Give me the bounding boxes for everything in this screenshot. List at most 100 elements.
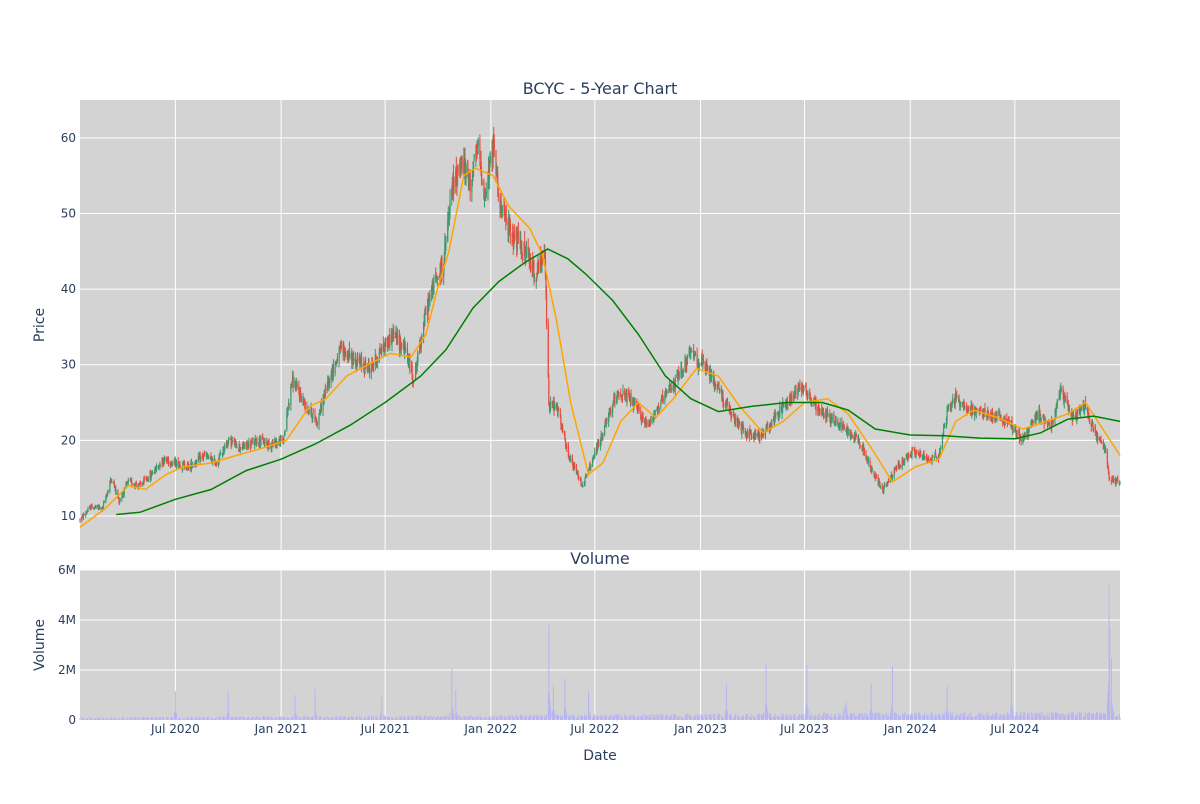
volume-bar <box>703 718 704 720</box>
candle <box>1113 475 1114 483</box>
candle <box>530 253 531 272</box>
volume-bar <box>212 719 213 720</box>
volume-bar <box>369 717 370 720</box>
volume-bar <box>345 717 346 720</box>
candle <box>972 404 973 415</box>
candle <box>534 273 535 282</box>
candle <box>584 477 585 486</box>
candle <box>357 352 358 367</box>
candle <box>100 507 101 510</box>
candle <box>176 459 177 469</box>
candle <box>1117 475 1118 481</box>
volume-bar <box>972 717 973 720</box>
volume-bar <box>812 717 813 720</box>
volume-bar <box>429 716 430 720</box>
volume-bar <box>546 715 547 720</box>
candle <box>659 407 660 414</box>
volume-bar <box>936 715 937 720</box>
volume-bar <box>321 717 322 720</box>
volume-bar <box>1081 712 1082 720</box>
volume-bar <box>856 716 857 720</box>
candle <box>276 441 277 449</box>
volume-bar <box>743 717 744 720</box>
candle <box>393 326 394 342</box>
candle <box>228 437 229 443</box>
candle <box>763 430 764 439</box>
volume-bar <box>868 716 869 720</box>
candle <box>470 169 471 201</box>
volume-bar <box>156 717 157 720</box>
candle <box>164 455 165 464</box>
candle <box>301 394 302 403</box>
volume-bar <box>582 716 583 720</box>
price-tick-label: 20 <box>61 433 76 447</box>
volume-bar <box>751 714 752 720</box>
candle <box>783 403 784 407</box>
volume-bar <box>687 713 688 720</box>
volume-bar <box>462 719 463 720</box>
candle <box>79 518 80 523</box>
volume-bar <box>80 718 81 720</box>
candle <box>156 463 157 472</box>
candle <box>522 253 523 263</box>
volume-bar <box>635 718 636 720</box>
volume-bar <box>695 715 696 720</box>
candle <box>554 401 555 411</box>
volume-bar <box>1009 714 1010 720</box>
volume-bar <box>252 716 253 720</box>
volume-bar <box>514 718 515 720</box>
candle <box>108 489 109 493</box>
candle <box>667 390 668 393</box>
volume-bar <box>180 718 181 720</box>
candle <box>240 447 241 449</box>
candle <box>799 379 800 391</box>
candle <box>144 476 145 483</box>
volume-bar <box>795 717 796 720</box>
volume-bar <box>176 714 177 720</box>
candle <box>546 285 547 329</box>
candle <box>948 404 949 410</box>
volume-bar <box>100 717 101 720</box>
candle <box>457 164 458 176</box>
candle <box>232 437 233 443</box>
candle <box>679 371 680 380</box>
volume-bar <box>506 718 507 720</box>
candle <box>771 419 772 427</box>
volume-bar <box>631 715 632 720</box>
volume-tick-label: 4M <box>58 613 76 627</box>
candle <box>755 429 756 439</box>
candle <box>570 455 571 463</box>
candle <box>285 430 286 435</box>
volume-bar <box>896 715 897 720</box>
volume-bar <box>683 718 684 720</box>
candle <box>980 406 981 412</box>
date-tick-label: Jul 2021 <box>360 722 410 736</box>
candle <box>759 431 760 443</box>
candle <box>1065 396 1066 403</box>
candle <box>860 445 861 448</box>
candle <box>224 443 225 451</box>
candle <box>1013 424 1014 433</box>
candle <box>486 182 487 198</box>
candle <box>904 458 905 465</box>
candle <box>574 462 575 469</box>
volume-bar <box>437 717 438 720</box>
volume-bar <box>602 717 603 720</box>
candle <box>908 452 909 459</box>
candle <box>602 433 603 441</box>
volume-bar <box>413 716 414 720</box>
volume-bar <box>92 719 93 720</box>
candle <box>594 448 595 459</box>
volume-bar <box>317 719 318 720</box>
volume-bar <box>293 717 294 721</box>
volume-bar <box>112 718 113 720</box>
candle <box>852 434 853 438</box>
volume-bar <box>1117 717 1118 720</box>
volume-bar <box>864 713 865 720</box>
volume-bar <box>799 716 800 720</box>
candle <box>349 342 350 360</box>
candle <box>1108 471 1109 482</box>
